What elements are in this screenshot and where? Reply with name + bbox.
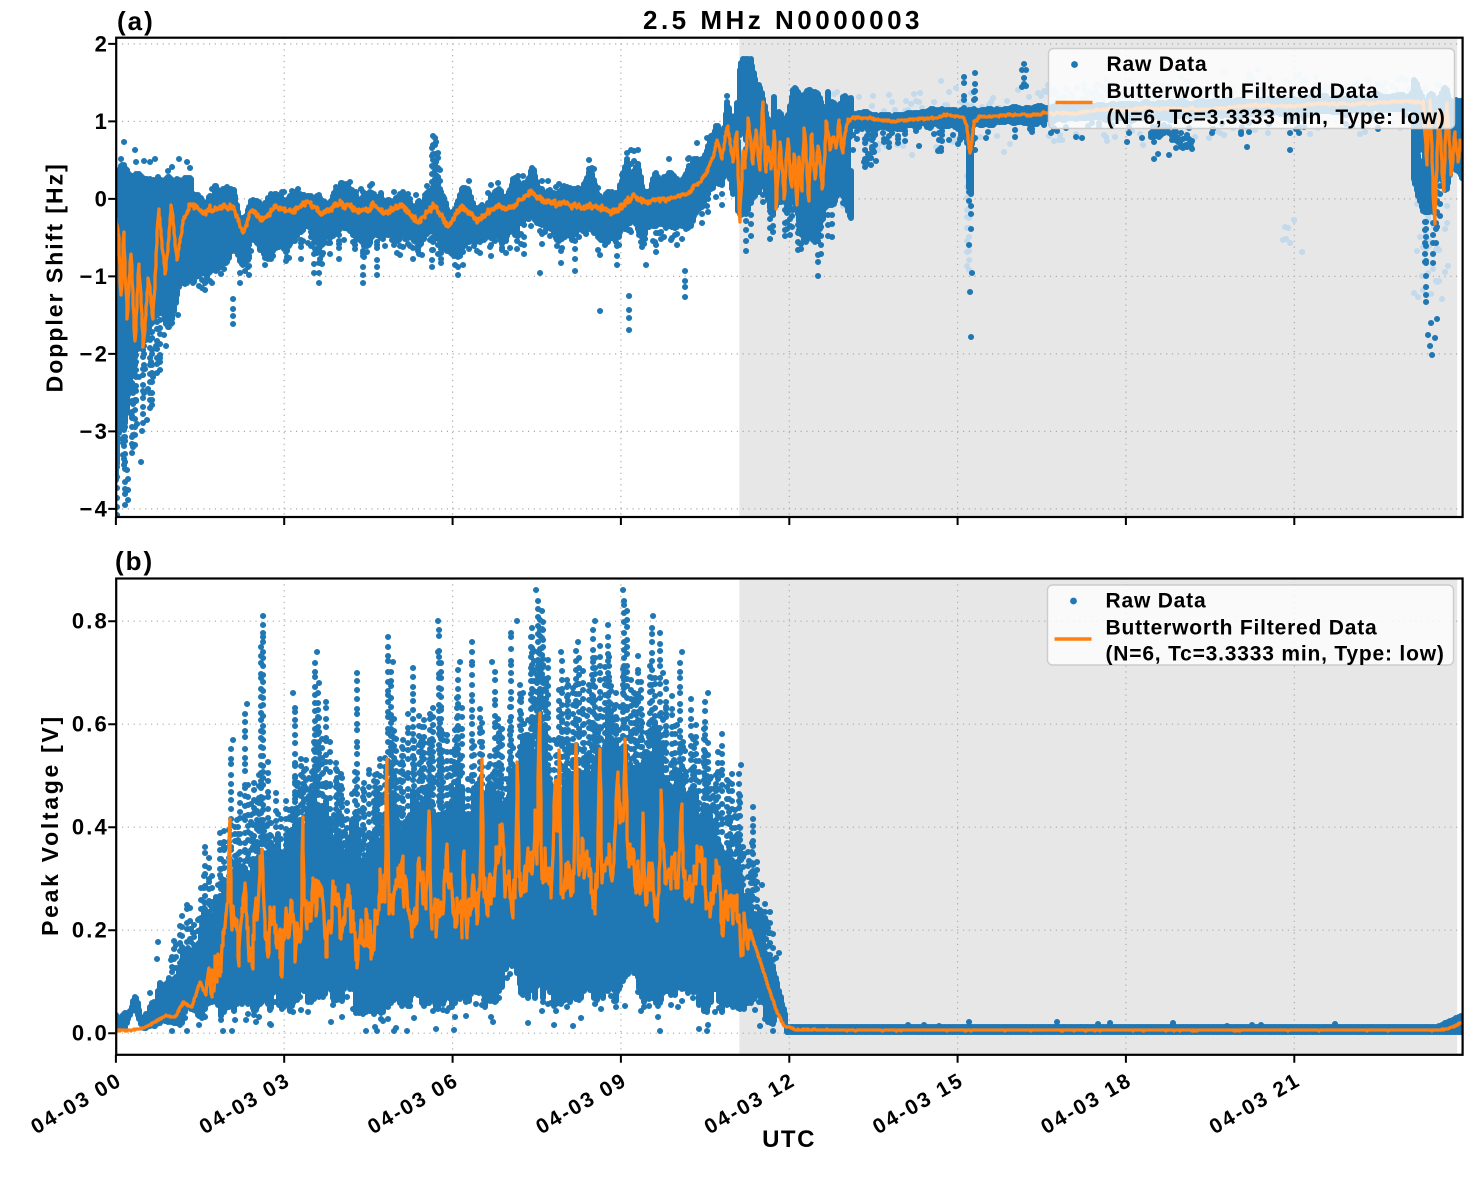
- svg-text:Butterworth Filtered Data: Butterworth Filtered Data: [1107, 80, 1379, 103]
- svg-text:Peak Voltage [V]: Peak Voltage [V]: [37, 714, 63, 936]
- svg-text:−3: −3: [80, 419, 109, 444]
- svg-text:1: 1: [95, 109, 109, 134]
- svg-text:0: 0: [95, 186, 109, 211]
- svg-text:(a): (a): [117, 6, 155, 36]
- svg-text:0.0: 0.0: [72, 1021, 109, 1046]
- svg-text:−4: −4: [80, 496, 109, 521]
- svg-text:0.2: 0.2: [72, 918, 109, 943]
- svg-text:Butterworth Filtered Data: Butterworth Filtered Data: [1106, 617, 1378, 640]
- svg-text:UTC: UTC: [762, 1126, 816, 1153]
- svg-text:(N=6, Tc=3.3333 min, Type: low: (N=6, Tc=3.3333 min, Type: low): [1107, 106, 1446, 129]
- svg-text:(b): (b): [115, 546, 154, 576]
- svg-text:0.6: 0.6: [72, 712, 109, 737]
- svg-text:2.5 MHz N0000003: 2.5 MHz N0000003: [643, 5, 923, 35]
- svg-text:Raw Data: Raw Data: [1107, 53, 1208, 76]
- svg-text:Raw Data: Raw Data: [1106, 590, 1207, 613]
- svg-text:−1: −1: [80, 264, 109, 289]
- svg-text:Doppler Shift [Hz]: Doppler Shift [Hz]: [42, 162, 68, 392]
- svg-text:0.4: 0.4: [72, 815, 109, 840]
- svg-text:2: 2: [95, 31, 109, 56]
- svg-text:−2: −2: [80, 341, 109, 366]
- svg-text:0.8: 0.8: [72, 609, 109, 634]
- svg-text:(N=6, Tc=3.3333 min, Type: low: (N=6, Tc=3.3333 min, Type: low): [1106, 643, 1445, 666]
